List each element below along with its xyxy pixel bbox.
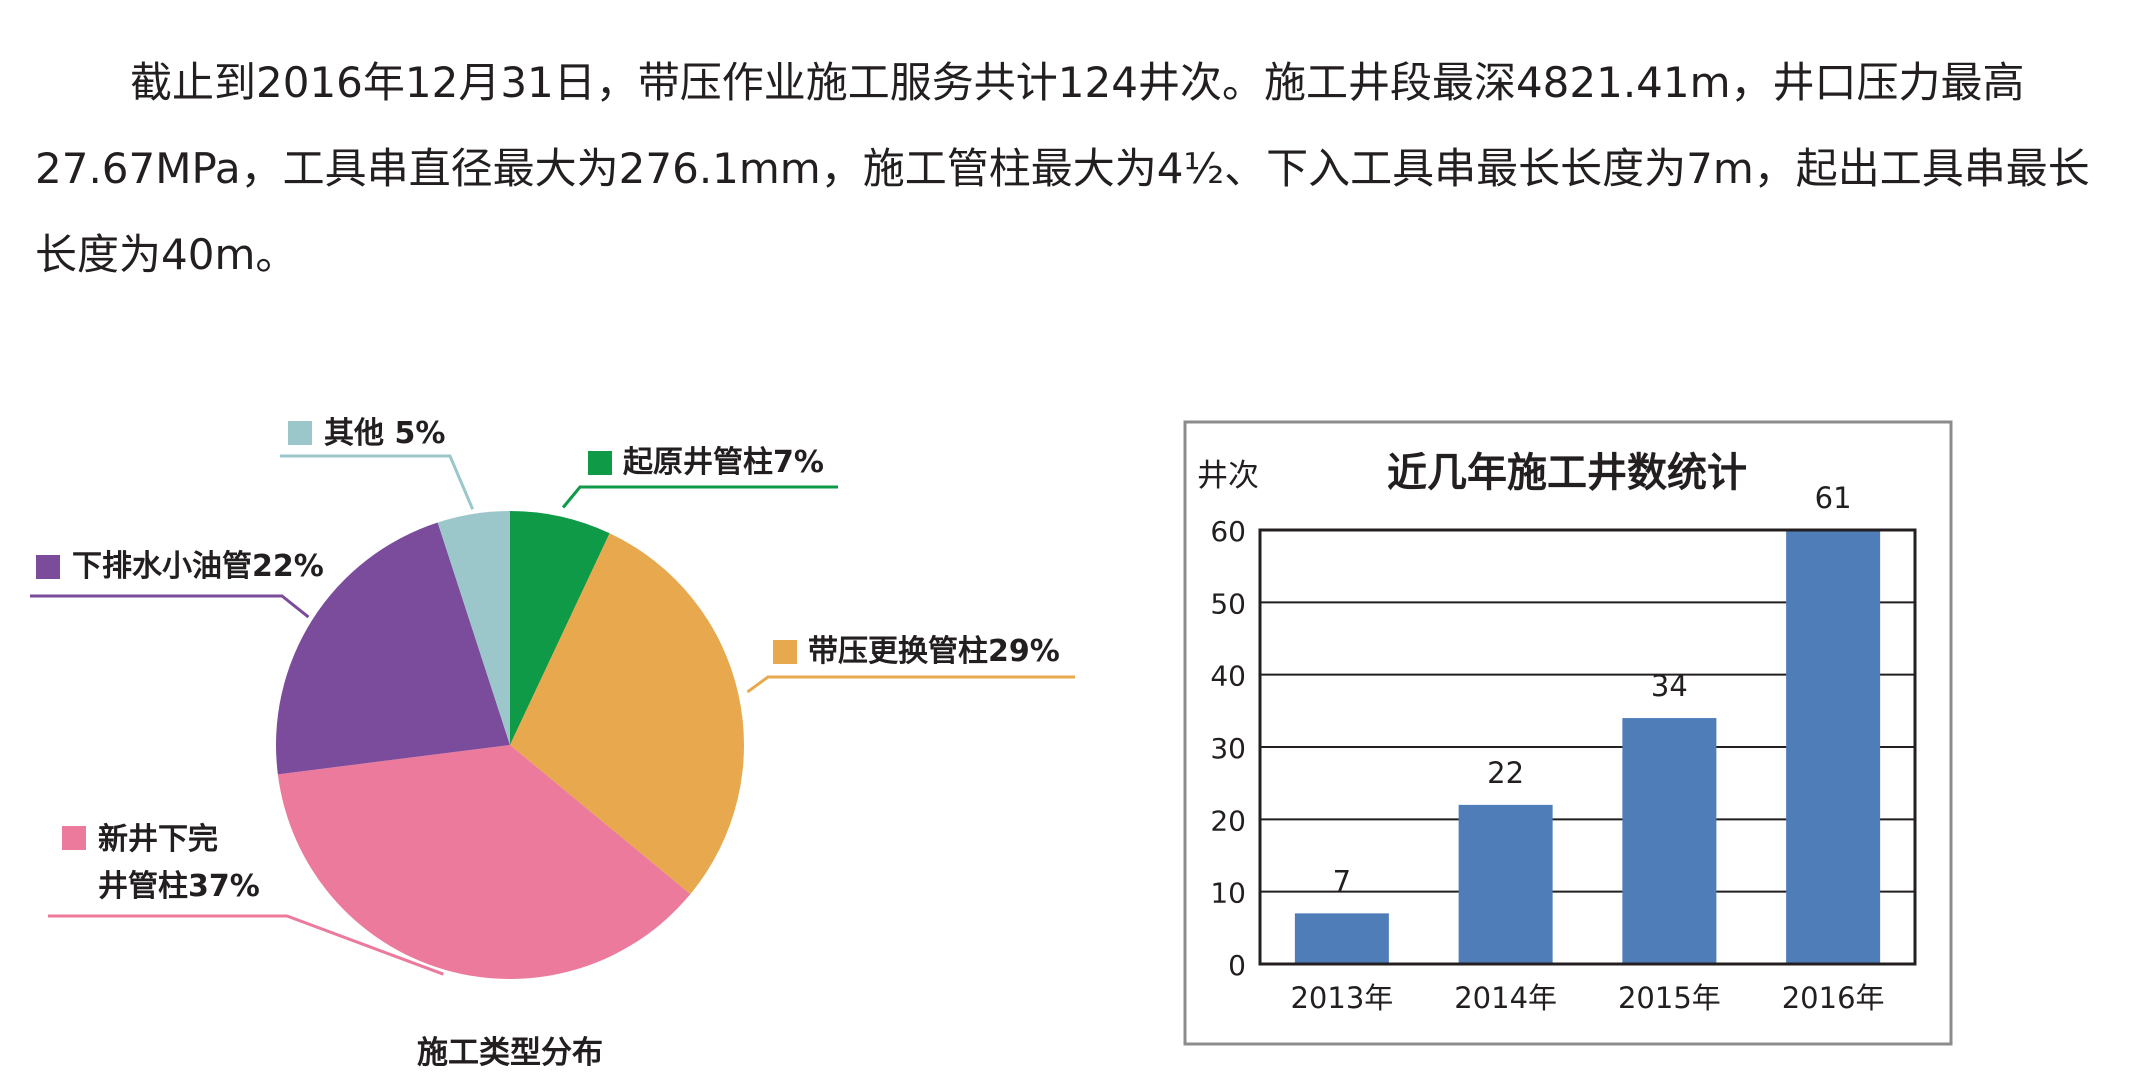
pie-callout-line [746,675,1075,694]
pie-slice [510,511,610,745]
y-tick-label: 40 [1210,660,1246,693]
legend-swatch [773,640,797,664]
y-tick-label: 60 [1210,515,1246,548]
y-tick-label: 20 [1210,804,1246,837]
pie-slice-label: 下排水小油管22% [72,549,324,584]
bar-value-label: 34 [1651,669,1688,703]
bar [1786,530,1881,964]
intro-paragraph: 截止到2016年12月31日，带压作业施工服务共计124井次。施工井段最深482… [35,58,2090,279]
bar-y-ticks: 0 10 20 30 40 50 60 [1210,515,1246,982]
pie-slice [437,511,510,745]
bar-value-labels: 7 22 34 61 [1333,481,1852,898]
pie-slice-label: 新井下完 [98,822,218,857]
pie-title: 施工类型分布 [417,1035,603,1071]
x-tick-label: 2014年 [1454,981,1557,1015]
bar-x-ticks: 2013年 2014年 2015年 2016年 [1290,981,1884,1015]
pie-callout-line [48,914,444,976]
legend-swatch [588,451,612,475]
legend-swatch [62,826,86,850]
bar-plot-border [1258,528,1917,966]
bar-title: 近几年施工井数统计 [1387,450,1747,496]
legend-swatch [288,421,312,445]
pie-callout-line [280,454,475,510]
pie-slice [277,745,691,979]
bar [1294,913,1389,964]
pie-slice-label: 井管柱37% [98,869,260,904]
pie-callout-line [30,594,310,619]
pie-callout-line [561,485,838,509]
bar-bars [1294,530,1881,964]
pie-slice-label: 起原井管柱7% [623,445,824,480]
pie-slice-label: 带压更换管柱29% [808,634,1060,669]
pie-slice [510,533,745,895]
bar-value-label: 7 [1333,864,1351,898]
pie-slice-label: 其他 5% [324,416,445,451]
bar [1458,804,1553,964]
bar-value-label: 61 [1815,481,1852,515]
y-tick-label: 0 [1228,949,1246,982]
x-tick-label: 2016年 [1782,981,1885,1015]
bar-y-axis-label: 井次 [1197,458,1259,494]
x-tick-label: 2015年 [1618,981,1721,1015]
pie-slice [276,522,510,775]
y-tick-label: 10 [1210,877,1246,910]
legend-swatch [36,555,60,579]
bar-value-label: 22 [1487,756,1524,790]
y-tick-label: 50 [1210,587,1246,620]
bar [1622,718,1717,964]
x-tick-label: 2013年 [1290,981,1393,1015]
pie-slices [276,511,745,979]
y-tick-label: 30 [1210,732,1246,765]
